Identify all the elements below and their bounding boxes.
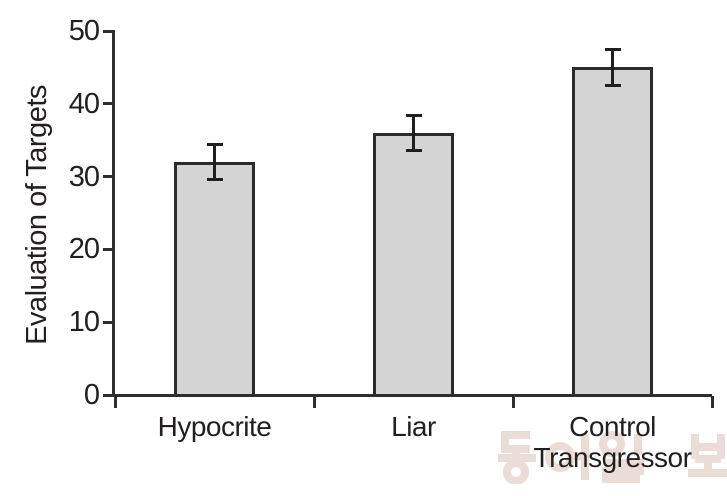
error-bar-cap-bottom [206,178,223,182]
watermark-glyph-il [599,431,644,483]
error-bar-cap-top [604,48,621,52]
y-tick-mark [103,247,112,251]
y-tick-mark [103,320,112,324]
watermark-glyph-bo [688,434,727,477]
y-tick-mark [103,175,112,179]
y-tick-mark [103,102,112,106]
y-tick-label: 40 [68,87,100,120]
x-category-label: Liar [391,411,436,442]
error-bar-cap-bottom [604,83,621,87]
error-bar-line [213,143,216,181]
error-bar-cap-top [405,113,422,117]
watermark-glyph-a [545,434,589,480]
y-tick-mark [103,393,112,397]
x-axis-line [112,394,712,397]
y-tick-label: 10 [68,306,100,339]
error-bar-cap-bottom [405,149,422,153]
y-tick-label: 30 [68,160,100,193]
y-tick-mark [103,29,112,33]
watermark-dongailbo [498,431,727,484]
y-tick-label: 0 [83,379,100,411]
bar-control-transgressor [572,67,653,395]
bar-hypocrite [174,162,255,395]
x-tick-mark [312,396,316,408]
x-tick-mark [113,396,117,408]
x-tick-mark [710,396,714,408]
error-bar-line [412,114,415,152]
bar-liar [373,132,454,395]
x-category-label: Hypocrite [157,411,272,442]
y-tick-label: 20 [68,233,100,266]
y-axis-line [112,30,115,396]
x-tick-mark [511,396,515,408]
watermark-glyph-dong [498,431,536,484]
x-category-label: Control Transgressor [533,411,692,473]
y-tick-label: 50 [68,15,100,47]
error-bar-line [611,49,614,86]
error-bar-cap-top [206,142,223,146]
